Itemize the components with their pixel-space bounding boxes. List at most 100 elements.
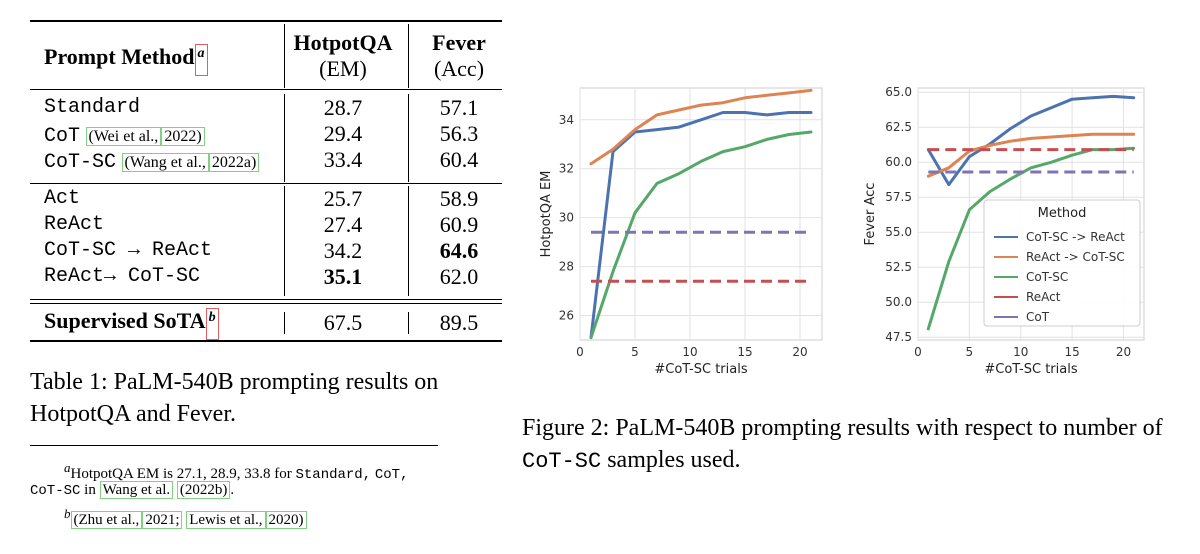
fever-legend: Method CoT-SC -> ReAct ReAct -> CoT-SC CoT-… bbox=[983, 199, 1141, 327]
vsep-2c bbox=[408, 186, 409, 296]
row-supervised-fever: 89.5 bbox=[439, 310, 479, 335]
header-hotpot-metric: (EM) bbox=[319, 56, 367, 81]
hotpot-y-axis-label: HotpotQA EM bbox=[539, 171, 554, 258]
row-react-cotsc-hotpot: 35.1 bbox=[323, 264, 363, 289]
figure-caption-end: samples used. bbox=[607, 447, 741, 473]
row-cot-method: CoT (Wei et al., 2022) bbox=[44, 121, 205, 150]
hotpot-x-tick-label: 0 bbox=[576, 345, 584, 359]
fever-y-tick-label: 47.5 bbox=[885, 330, 912, 344]
fever-y-tick-label: 55.0 bbox=[885, 225, 912, 239]
bottom-rule bbox=[30, 340, 502, 342]
footnote-a-year[interactable]: (2022b) bbox=[176, 481, 231, 499]
footnote-b-sup: b bbox=[64, 506, 71, 521]
footnote-a-in: in bbox=[84, 482, 96, 498]
row-act-hotpot: 25.7 bbox=[323, 186, 363, 211]
row-cot-fever: 56.3 bbox=[439, 121, 479, 146]
footnote-rule bbox=[30, 445, 438, 446]
footnote-a-end: . bbox=[230, 482, 235, 498]
legend-entry-cotsc: CoT-SC bbox=[1026, 270, 1068, 284]
fever-y-axis-label: Fever Acc bbox=[863, 183, 878, 246]
header-rule bbox=[30, 89, 502, 90]
figure-caption-code: CoT-SC bbox=[522, 449, 602, 474]
hotpot-x-tick-label: 15 bbox=[737, 345, 752, 359]
header-hotpot-name: HotpotQA bbox=[293, 30, 393, 55]
row-cot-hotpot: 29.4 bbox=[323, 121, 363, 146]
fever-chart: 0 5 10 15 20 47.5 50.0 52.5 55.0 57.5 60.0 62.5 65.0… bbox=[863, 85, 1145, 377]
row-react-fever: 60.9 bbox=[439, 212, 479, 237]
cite-zhu-year[interactable]: 2021; bbox=[142, 511, 183, 529]
footnote-a-link[interactable]: a bbox=[194, 44, 208, 76]
row-cotsc-hotpot: 33.4 bbox=[323, 147, 363, 172]
vsep-2a bbox=[408, 24, 409, 88]
fever-y-tick-label: 60.0 bbox=[885, 155, 912, 169]
hotpot-y-tick-label: 34 bbox=[559, 113, 574, 127]
row-act-fever: 58.9 bbox=[439, 186, 479, 211]
fever-series-cotsc-react bbox=[926, 94, 1136, 187]
row-cotsc-name: CoT-SC bbox=[44, 151, 117, 174]
vsep-1a bbox=[284, 24, 285, 88]
vsep-1d bbox=[284, 312, 285, 334]
fever-x-tick-label: 5 bbox=[966, 345, 974, 359]
cite-lewis[interactable]: Lewis et al., bbox=[186, 511, 266, 529]
fever-y-tick-label: 57.5 bbox=[885, 190, 912, 204]
fever-y-tick-label: 50.0 bbox=[885, 295, 912, 309]
footnote-b-mark: b bbox=[208, 310, 216, 325]
cite-wei[interactable]: (Wei et al., bbox=[85, 127, 162, 146]
hotpot-x-axis-label: #CoT-SC trials bbox=[654, 362, 747, 377]
hotpot-y-tick-label: 32 bbox=[559, 162, 574, 176]
fever-x-axis-label: #CoT-SC trials bbox=[984, 362, 1077, 377]
footnote-a-text: HotpotQA EM is 27.1, 28.9, 33.8 for bbox=[70, 466, 292, 482]
fever-y-tick-label: 62.5 bbox=[885, 120, 912, 134]
row-standard-fever: 57.1 bbox=[439, 95, 479, 120]
hotpot-chart: 0 5 10 15 20 26 28 30 32 34 #CoT-SC trials HotpotQA… bbox=[539, 87, 823, 377]
legend-entry-cot: CoT bbox=[1026, 310, 1050, 324]
cite-lewis-year[interactable]: 2020) bbox=[265, 511, 307, 529]
cite-wei-year[interactable]: 2022) bbox=[161, 127, 205, 146]
vsep-2d bbox=[408, 312, 409, 334]
double-rule-1 bbox=[30, 299, 502, 300]
footnote-b: b (Zhu et al., 2021; Lewis et al., 2020) bbox=[30, 504, 307, 530]
footnote-a-mark: a bbox=[197, 46, 205, 61]
row-cotsc-react-fever: 64.6 bbox=[439, 238, 479, 263]
footnote-a-standard: Standard, bbox=[295, 467, 372, 483]
fever-y-tick-label: 65.0 bbox=[885, 85, 912, 99]
row-cot-name: CoT bbox=[44, 125, 81, 148]
hotpot-y-tick-label: 28 bbox=[559, 260, 574, 274]
legend-entry-cotsc-react: CoT-SC -> ReAct bbox=[1026, 230, 1125, 244]
header-prompt-method: Prompt Method a bbox=[44, 44, 208, 76]
footnote-a-sup: a bbox=[64, 460, 71, 475]
row-standard-hotpot: 28.7 bbox=[323, 95, 363, 120]
vsep-1b bbox=[284, 94, 285, 182]
cite-wang-year[interactable]: 2022a) bbox=[208, 153, 260, 172]
fever-x-tick-label: 15 bbox=[1064, 345, 1079, 359]
footnote-a-ref[interactable]: Wang et al. bbox=[99, 481, 174, 499]
footnote-a-cotsc: CoT-SC bbox=[30, 483, 81, 499]
header-method-label: Prompt Method bbox=[44, 44, 195, 69]
top-rule bbox=[30, 20, 502, 22]
fever-series-react-cotsc bbox=[926, 132, 1136, 178]
double-rule-2 bbox=[30, 303, 502, 304]
fever-x-tick-label: 10 bbox=[1013, 345, 1028, 359]
cite-wang[interactable]: (Wang et al., bbox=[121, 153, 209, 172]
footnote-a-line2: CoT-SC in Wang et al. (2022b). bbox=[30, 480, 234, 501]
fever-y-tick-label: 52.5 bbox=[885, 260, 912, 274]
row-react-cotsc-fever: 62.0 bbox=[439, 264, 479, 289]
table-caption: Table 1: PaLM-540B prompting results on … bbox=[30, 369, 439, 427]
legend-entry-react-cotsc: ReAct -> CoT-SC bbox=[1026, 250, 1125, 264]
footnote-b-link[interactable]: b bbox=[205, 308, 219, 340]
hotpot-x-tick-label: 10 bbox=[682, 345, 697, 359]
fever-x-tick-label: 20 bbox=[1116, 345, 1131, 359]
row-cotsc-fever: 60.4 bbox=[439, 147, 479, 172]
legend-entry-react: ReAct bbox=[1026, 290, 1061, 304]
hotpot-x-tick-label: 5 bbox=[631, 345, 639, 359]
row-react-method: ReAct bbox=[44, 213, 105, 236]
row-react-hotpot: 27.4 bbox=[323, 212, 363, 237]
row-cotsc-method: CoT-SC (Wang et al., 2022a) bbox=[44, 147, 260, 176]
row-react-cotsc-method: ReAct→ CoT-SC bbox=[44, 265, 201, 288]
header-fever-name: Fever bbox=[432, 30, 486, 55]
row-act-method: Act bbox=[44, 187, 81, 210]
cite-zhu[interactable]: (Zhu et al., bbox=[70, 511, 143, 529]
hotpot-y-tick-label: 30 bbox=[559, 211, 574, 225]
supervised-label: Supervised SoTA bbox=[44, 308, 206, 333]
